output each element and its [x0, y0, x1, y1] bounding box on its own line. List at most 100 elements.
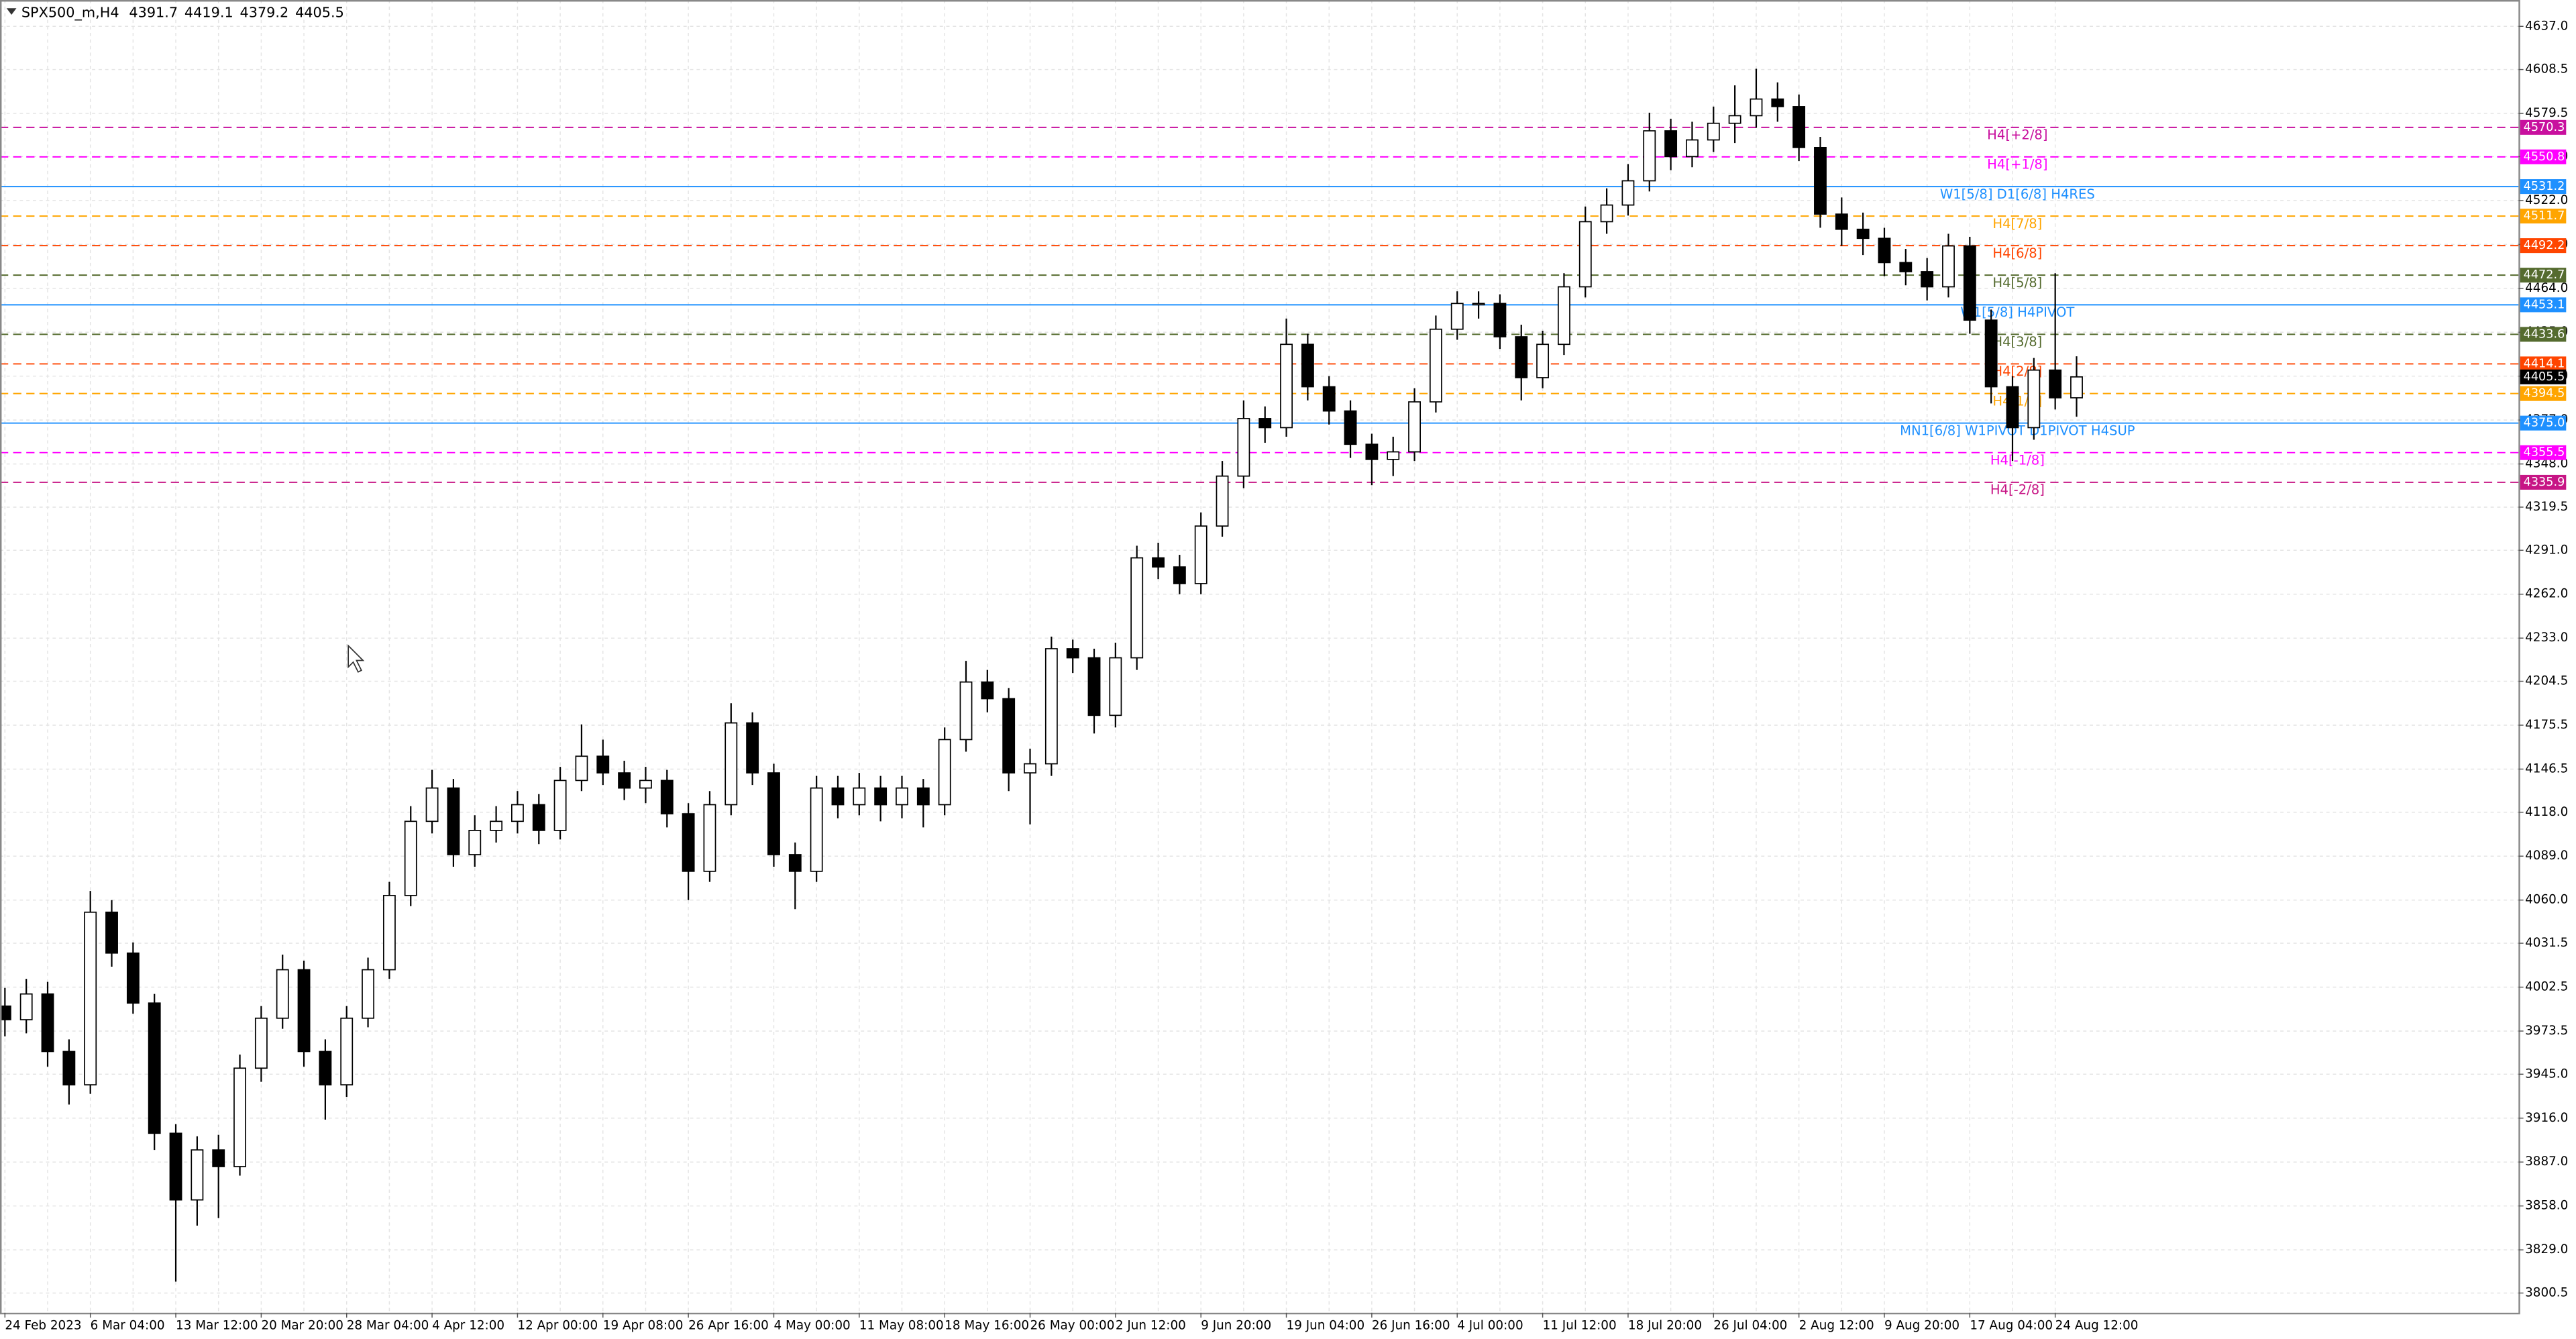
high: 4419.1: [184, 5, 233, 21]
x-tick-label: 11 Jul 12:00: [1543, 1318, 1617, 1332]
plot-frame: [0, 0, 2520, 1315]
x-tick-label: 18 May 16:00: [945, 1318, 1029, 1332]
candle-body: [724, 722, 738, 806]
level-label: H4[3/8]: [1992, 334, 2042, 350]
candle-body: [362, 969, 374, 1019]
candle-body: [212, 1149, 225, 1167]
y-tick-label: 4118.0: [2525, 805, 2568, 819]
x-tick-label: 12 Apr 00:00: [517, 1318, 598, 1332]
level-label: H4[-1/8]: [1990, 452, 2045, 468]
last-price-box: [2520, 369, 2567, 384]
level-price-box: [2520, 327, 2567, 342]
candle-body: [959, 681, 973, 741]
y-tick-label: 4262.0: [2525, 587, 2568, 601]
candle-body: [853, 787, 866, 806]
x-tick-label: 24 Aug 12:00: [2055, 1318, 2139, 1332]
open: 4391.7: [129, 5, 178, 21]
x-tick-label: 4 Jul 00:00: [1457, 1318, 1523, 1332]
candle-body: [682, 813, 695, 872]
candle-body: [382, 895, 396, 971]
candle-body: [1387, 451, 1400, 460]
level-price-label: 4414.1: [2524, 357, 2565, 370]
x-tick-label: 20 Mar 20:00: [261, 1318, 343, 1332]
y-tick-label: 3887.0: [2525, 1155, 2568, 1169]
y-tick-label: 4175.5: [2525, 718, 2568, 732]
candle-body: [1600, 204, 1613, 223]
candle-body: [532, 804, 545, 831]
x-tick-label: 4 Apr 12:00: [432, 1318, 504, 1332]
candle-body: [447, 787, 460, 855]
level-price-box: [2520, 238, 2567, 254]
y-tick-label: 4089.0: [2525, 849, 2568, 863]
level-label: H4[5/8]: [1992, 275, 2042, 290]
candle-body: [1792, 106, 1806, 148]
y-tick-label: 4002.5: [2525, 980, 2568, 994]
x-tick-label: 4 May 00:00: [773, 1318, 850, 1332]
candle-body: [148, 1002, 161, 1134]
candle-body: [2006, 386, 2019, 429]
y-tick-label: 3945.0: [2525, 1067, 2568, 1081]
candle-body: [746, 722, 759, 773]
x-tick-label: 2 Jun 12:00: [1116, 1318, 1186, 1332]
candle-body: [41, 993, 54, 1053]
x-tick-label: 26 Jul 04:00: [1713, 1318, 1787, 1332]
candle-body: [1621, 180, 1635, 206]
candle-body: [1322, 386, 1336, 412]
candle-body: [1130, 557, 1144, 659]
level-label: W1[5/8] D1[6/8] H4RES: [1940, 186, 2095, 202]
level-label: MN1[6/8] W1PIVOT D1PIVOT H4SUP: [1900, 423, 2135, 438]
candle-body: [1984, 319, 1998, 388]
x-tick-label: 9 Aug 20:00: [1884, 1318, 1960, 1332]
candle-body: [1109, 657, 1122, 716]
candle-body: [1429, 328, 1442, 403]
candle-body: [1707, 122, 1720, 141]
level-label: H4[7/8]: [1992, 216, 2042, 231]
candle-body: [660, 780, 674, 814]
level-label: W1[5/8] H4PIVOT: [1960, 305, 2075, 320]
y-tick-label: 4204.5: [2525, 674, 2568, 688]
candle-body: [810, 787, 823, 872]
candle-body: [1194, 525, 1208, 584]
x-tick-label: 28 Mar 04:00: [347, 1318, 429, 1332]
candle-body: [1835, 213, 1848, 230]
x-tick-label: 18 Jul 20:00: [1628, 1318, 1702, 1332]
y-tick-label: 4291.0: [2525, 543, 2568, 557]
level-price-label: 4335.9: [2524, 476, 2565, 489]
close: 4405.5: [295, 5, 344, 21]
candle-body: [1536, 343, 1550, 378]
level-price-box: [2520, 268, 2567, 283]
candle-body: [1087, 657, 1101, 716]
x-tick-label: 19 Jun 04:00: [1287, 1318, 1365, 1332]
candle-body: [1472, 303, 1485, 306]
candle-body: [126, 952, 140, 1004]
menu-arrow[interactable]: [6, 8, 17, 15]
y-tick-label: 4579.5: [2525, 106, 2568, 120]
candle-body: [1643, 130, 1656, 182]
candle-body: [938, 739, 951, 806]
level-price-label: 4550.8: [2524, 150, 2565, 164]
candle-body: [169, 1132, 182, 1201]
candle-body: [2070, 376, 2083, 398]
y-tick-label: 3858.0: [2525, 1199, 2568, 1213]
candle-body: [874, 787, 888, 806]
level-label: H4[-2/8]: [1990, 482, 2045, 498]
x-tick-label: 17 Aug 04:00: [1970, 1318, 2053, 1332]
candle-body: [297, 969, 311, 1053]
y-tick-label: 4464.0: [2525, 281, 2568, 295]
mouse-cursor: [347, 644, 365, 673]
candle-body: [404, 820, 417, 896]
candle-body: [1024, 763, 1036, 773]
candle-body: [490, 820, 503, 831]
level-price-box: [2520, 149, 2567, 164]
candle-body: [191, 1149, 204, 1201]
candle-body: [896, 787, 908, 806]
y-tick-label: 4319.5: [2525, 500, 2568, 514]
level-price-box: [2520, 445, 2567, 460]
last-price-label: 4405.5: [2524, 370, 2565, 384]
level-price-label: 4394.5: [2524, 387, 2565, 400]
candle-body: [1750, 98, 1763, 117]
candle-body: [1963, 245, 1976, 321]
candle-body: [1664, 130, 1678, 158]
level-price-box: [2520, 119, 2567, 135]
